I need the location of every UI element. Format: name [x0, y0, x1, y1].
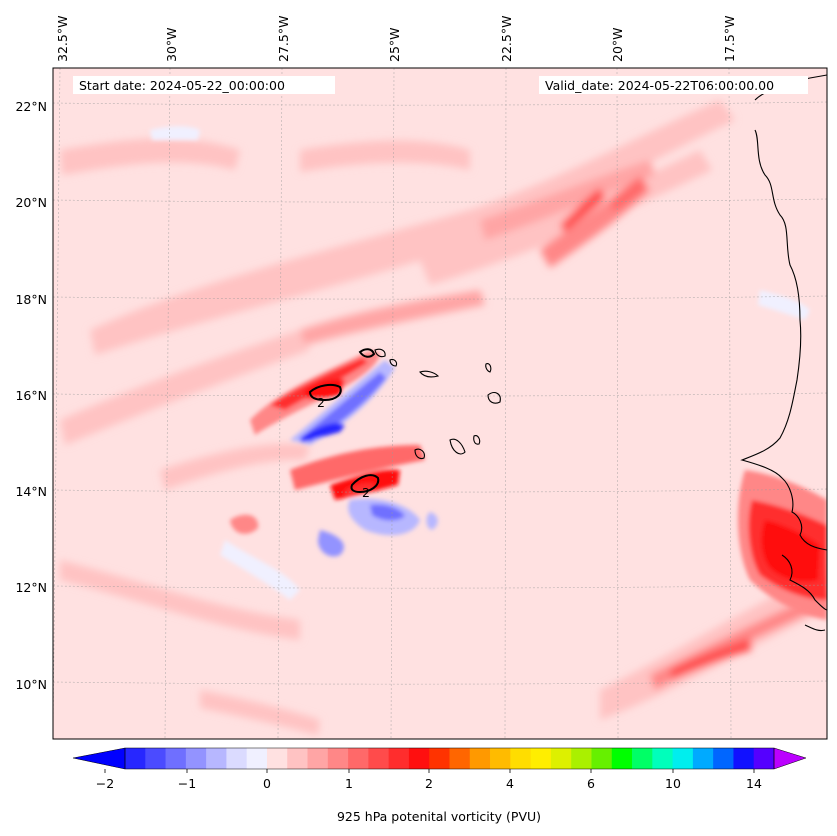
lat-label: 22°N: [15, 99, 47, 114]
colorbar-cell: [530, 748, 552, 769]
colorbar-cell: [165, 748, 187, 769]
lon-label: 22.5°W: [499, 16, 514, 62]
colorbar-cell: [185, 748, 207, 769]
colorbar-cell: [226, 748, 248, 769]
lat-label: 12°N: [15, 580, 47, 595]
colorbar-cell: [591, 748, 613, 769]
lat-label: 10°N: [15, 677, 47, 692]
colorbar-tick-label: −1: [178, 776, 196, 791]
colorbar-cell: [125, 748, 146, 769]
colorbar-cell: [206, 748, 227, 769]
map-background: [53, 68, 827, 739]
pv-shading: [60, 100, 827, 735]
lon-label: 25°W: [387, 27, 402, 62]
colorbar-tick-label: 6: [587, 776, 595, 791]
lon-label: 17.5°W: [722, 16, 737, 62]
colorbar-cells: [125, 748, 775, 769]
colorbar-cell: [652, 748, 673, 769]
colorbar-cell: [327, 748, 349, 769]
colorbar-tick-label: 2: [425, 776, 433, 791]
colorbar-under-arrow: [72, 747, 126, 770]
colorbar-ticks: [104, 769, 755, 773]
latitude-labels: 22°N 20°N 18°N 16°N 14°N 12°N 10°N: [15, 99, 47, 692]
colorbar-title: 925 hPa potenital vorticity (PVU): [337, 809, 541, 824]
colorbar-cell: [550, 748, 572, 769]
colorbar-tick-label: 0: [263, 776, 271, 791]
colorbar-cell: [449, 748, 471, 769]
lat-label: 14°N: [15, 484, 47, 499]
colorbar-cell: [713, 748, 734, 769]
colorbar: −2 −1 0 1 2 4 6 10 14 925 hPa potenital …: [72, 747, 807, 824]
colorbar-cell: [490, 748, 511, 769]
colorbar-cell: [408, 748, 430, 769]
colorbar-tick-label: 4: [506, 776, 514, 791]
colorbar-cell: [611, 748, 633, 769]
lon-label: 20°W: [610, 27, 625, 62]
colorbar-cell: [307, 748, 329, 769]
contour-label-lower: 2: [362, 485, 370, 500]
colorbar-cell: [266, 748, 288, 769]
graticule: [53, 68, 827, 739]
cape-verde-islands: [374, 348, 501, 460]
colorbar-over-arrow: [773, 747, 807, 770]
map-frame: [52, 67, 828, 740]
pv-contours: [308, 348, 380, 494]
colorbar-cell: [672, 748, 694, 769]
lat-label: 18°N: [15, 292, 47, 307]
lon-label: 30°W: [164, 27, 179, 62]
colorbar-cell: [571, 748, 592, 769]
colorbar-cell: [429, 748, 450, 769]
valid-date-box: [539, 76, 808, 94]
lat-label: 16°N: [15, 388, 47, 403]
lon-label: 27.5°W: [276, 16, 291, 62]
colorbar-cell: [753, 748, 775, 769]
colorbar-tick-label: −2: [96, 776, 114, 791]
colorbar-cell: [510, 748, 532, 769]
colorbar-cell: [287, 748, 308, 769]
colorbar-cell: [632, 748, 653, 769]
colorbar-tick-label: 1: [345, 776, 353, 791]
lon-label: 32.5°W: [55, 16, 70, 62]
colorbar-cell: [246, 748, 268, 769]
colorbar-cell: [368, 748, 390, 769]
map-panel: 2 2 Start date: 2024-05-22_00:00:00 Vali…: [53, 68, 827, 739]
valid-date-label: Valid_date: 2024-05-22T06:00:00.00: [545, 78, 774, 93]
start-date-label: Start date: 2024-05-22_00:00:00: [79, 78, 285, 93]
colorbar-cell: [469, 748, 491, 769]
contour-label-upper: 2: [317, 395, 325, 410]
colorbar-cell: [388, 748, 410, 769]
pv-features: [150, 126, 827, 620]
start-date-box: [73, 76, 335, 94]
longitude-labels: 32.5°W 30°W 27.5°W 25°W 22.5°W 20°W 17.5…: [55, 16, 737, 62]
colorbar-cell: [692, 748, 714, 769]
colorbar-cell: [145, 748, 166, 769]
colorbar-cell: [733, 748, 755, 769]
colorbar-tick-label: 10: [665, 776, 681, 791]
colorbar-cell: [348, 748, 369, 769]
colorbar-tick-label: 14: [746, 776, 762, 791]
lat-label: 20°N: [15, 195, 47, 210]
africa-coastline-south: [781, 554, 827, 632]
colorbar-frame: [124, 747, 775, 770]
